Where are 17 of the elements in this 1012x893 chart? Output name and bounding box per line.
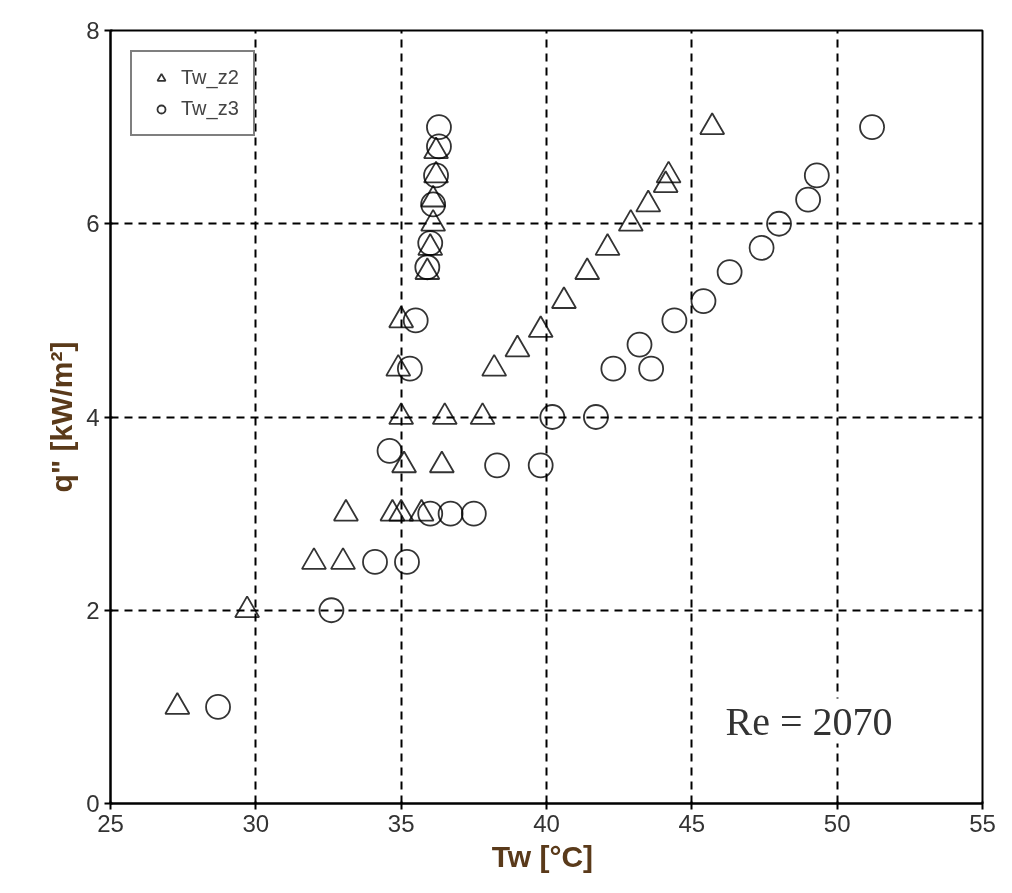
legend-label: Tw_z2 bbox=[181, 66, 239, 89]
x-tick-label: 45 bbox=[678, 809, 706, 837]
x-tick-label: 35 bbox=[387, 809, 415, 837]
y-tick-label: 6 bbox=[86, 210, 100, 238]
y-tick-label: 4 bbox=[86, 403, 100, 431]
legend-label: Tw_z3 bbox=[181, 97, 239, 120]
x-axis-title: Tw [°C] bbox=[491, 839, 594, 873]
x-tick-label: 40 bbox=[533, 809, 560, 837]
y-tick-label: 8 bbox=[86, 17, 100, 44]
x-tick-label: 25 bbox=[97, 809, 124, 837]
y-tick-label: 0 bbox=[86, 790, 100, 817]
y-axis-title: q" [kW/m²] bbox=[45, 341, 79, 493]
x-tick-label: 50 bbox=[823, 809, 851, 837]
annotation: Re = 2070 bbox=[725, 698, 893, 744]
y-tick-label: 2 bbox=[86, 596, 100, 624]
x-tick-label: 30 bbox=[242, 809, 270, 837]
x-tick-label: 55 bbox=[969, 809, 996, 837]
